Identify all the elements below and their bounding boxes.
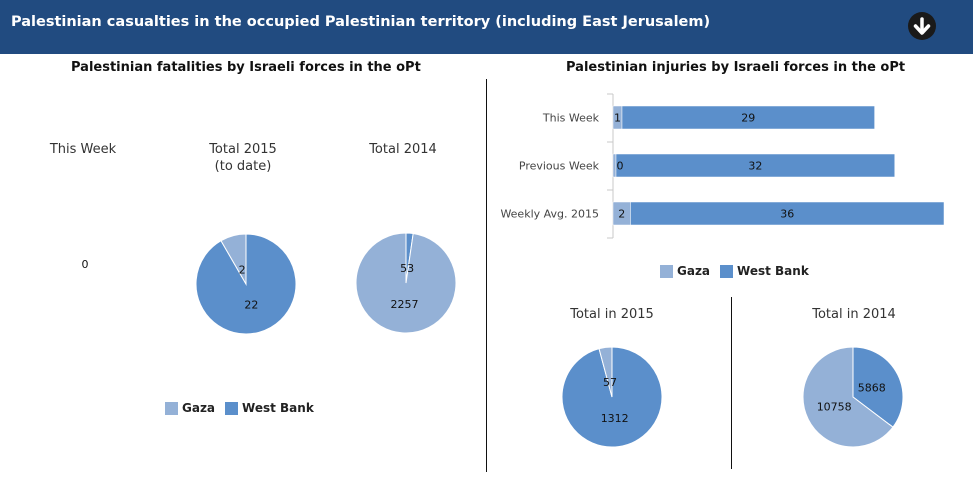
bar-value-gaza: 1: [614, 112, 621, 125]
pie-label-west-bank: 1312: [601, 412, 629, 425]
injuries-legend: Gaza West Bank: [660, 264, 819, 278]
bar-value-west-bank: 36: [780, 208, 794, 221]
bar-category-label: Weekly Avg. 2015: [500, 208, 599, 221]
fatalities-title: Palestinian fatalities by Israeli forces…: [71, 60, 421, 75]
injuries-bar-chart: This Week 1 29 Previous Week 0 32 Weekly Avg. …: [500, 93, 945, 239]
bar-west-bank[interactable]: [615, 153, 895, 178]
bar-west-bank[interactable]: [630, 201, 945, 226]
this-week-value: 0: [81, 258, 89, 271]
bar-value-gaza: 0: [617, 160, 624, 173]
pie-slice-gaza[interactable]: [220, 233, 247, 286]
bar-west-bank[interactable]: [621, 105, 875, 130]
legend-item-gaza[interactable]: Gaza: [165, 401, 215, 415]
legend-swatch-west-bank: [225, 401, 239, 415]
injuries-total-2014-label: Total in 2014: [812, 307, 896, 322]
section-divider: [486, 79, 487, 472]
pie-label-west-bank: 22: [244, 298, 258, 311]
legend-label-gaza: Gaza: [677, 264, 711, 278]
total-2015-label: Total 2015: [209, 142, 277, 157]
legend-swatch-gaza: [660, 264, 673, 278]
pie-slice-west-bank[interactable]: [852, 346, 904, 428]
pie-label-west-bank: 53: [400, 262, 414, 275]
injuries-2015-pie-chart: 1312 57: [561, 346, 663, 448]
legend-swatch-gaza: [165, 401, 178, 415]
arrow-down-icon: [913, 17, 931, 35]
legend-item-west-bank[interactable]: West Bank: [225, 401, 314, 415]
bar-value-west-bank: 32: [748, 160, 762, 173]
injuries-2014-pie-chart: 5868 10758: [802, 346, 904, 448]
pie-label-gaza: 2: [239, 264, 246, 277]
this-week-label: This Week: [49, 142, 117, 157]
fatalities-legend: Gaza West Bank: [165, 401, 324, 415]
fatalities-2014-pie-chart: 53 2257: [355, 232, 457, 334]
pie-slice-gaza[interactable]: [802, 346, 894, 448]
legend-label-west-bank: West Bank: [737, 264, 809, 278]
injuries-total-2015-label: Total in 2015: [570, 307, 654, 322]
fatalities-2015-pie-chart: 222: [195, 233, 297, 335]
pie-label-gaza: 2257: [391, 298, 419, 311]
pie-slice-gaza[interactable]: [598, 346, 613, 398]
legend-item-gaza[interactable]: Gaza: [660, 264, 710, 278]
bar-value-west-bank: 29: [741, 112, 755, 125]
page-title: Palestinian casualties in the occupied P…: [11, 14, 711, 30]
header-bar: Palestinian casualties in the occupied P…: [0, 0, 973, 54]
bar-category-label: This Week: [542, 112, 600, 125]
legend-label-west-bank: West Bank: [242, 401, 314, 415]
total-2015-sublabel: (to date): [214, 159, 272, 174]
legend-item-west-bank[interactable]: West Bank: [720, 264, 809, 278]
legend-swatch-west-bank: [720, 264, 734, 278]
bar-category-label: Previous Week: [519, 160, 600, 173]
download-button[interactable]: [908, 12, 936, 40]
pie-label-gaza: 57: [603, 376, 617, 389]
pie-label-west-bank: 5868: [858, 382, 886, 395]
legend-label-gaza: Gaza: [182, 401, 216, 415]
total-2014-label: Total 2014: [369, 142, 437, 157]
injuries-title: Palestinian injuries by Israeli forces i…: [566, 60, 906, 75]
injuries-divider: [731, 297, 732, 469]
pie-slice-gaza[interactable]: [355, 232, 457, 334]
pie-label-gaza: 10758: [817, 400, 852, 413]
bar-value-gaza: 2: [618, 208, 625, 221]
